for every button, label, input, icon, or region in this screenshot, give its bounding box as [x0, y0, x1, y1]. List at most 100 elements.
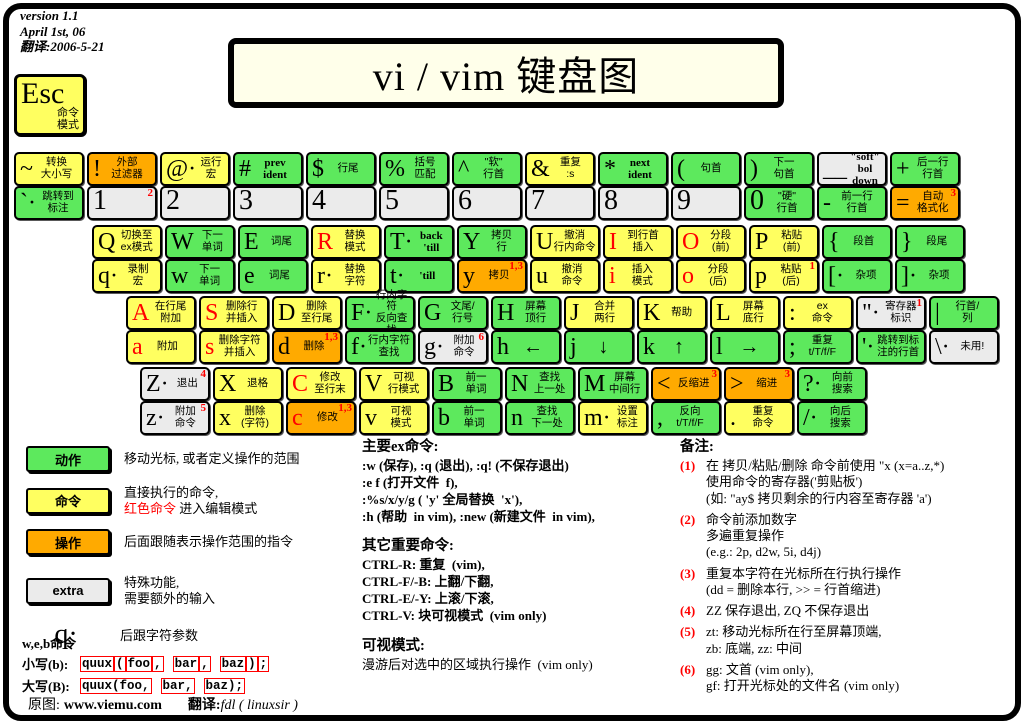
- key-symbol: A: [132, 300, 150, 326]
- key-half: a 附加: [126, 330, 196, 364]
- key-symbol: ~: [20, 156, 33, 182]
- key-note-number: 1: [916, 297, 923, 309]
- key-half: M 屏幕 中间行: [578, 367, 648, 401]
- key-label: 未用!: [960, 340, 985, 353]
- ex-commands-section: 主要ex命令::w (保存), :q (退出), :q! (不保存退出):e f…: [362, 438, 678, 674]
- key-half: R 替换 模式: [311, 225, 381, 259]
- word-segment: (: [114, 655, 126, 672]
- key-symbol: __: [823, 156, 847, 182]
- key-half: E 词尾: [238, 225, 308, 259]
- key-half: > 缩进 3: [724, 367, 794, 401]
- key-label: 段首: [853, 235, 875, 248]
- key-half: h ←: [491, 330, 561, 364]
- legend: 动作 移动光标, 或者定义操作的范围 命令 直接执行的命令, 红色命令 进入编辑模…: [26, 446, 356, 664]
- key-symbol: }: [901, 229, 913, 255]
- word-segment: ): [246, 655, 258, 672]
- footer-site-link: www.viemu.com: [63, 698, 162, 713]
- key-symbol: z·: [146, 405, 165, 431]
- key-symbol: 2: [166, 185, 180, 216]
- key-label: 附加 命令: [453, 334, 475, 358]
- key-symbol: {: [828, 229, 840, 255]
- key-note-number: 3: [784, 368, 791, 380]
- key-note-number: 5: [200, 402, 207, 414]
- key-half: 3: [233, 186, 303, 220]
- ex-command-line: :%s/x/y/g ( 'y' 全局替换 'x'),: [362, 491, 523, 507]
- note-number: (2): [680, 511, 696, 527]
- key-label: ex 命令: [811, 300, 833, 324]
- note-item: (4) ZZ 保存退出, ZQ 不保存退出: [680, 603, 1016, 619]
- key-a: A 在行尾 附加 a 附加: [126, 296, 196, 364]
- key-symbol: Y: [463, 229, 481, 255]
- key-label: 缩进: [756, 377, 778, 390]
- key-half: } 段尾: [895, 225, 965, 259]
- key-symbol: v: [365, 405, 377, 431]
- legend-extra-swatch: extra: [26, 577, 110, 604]
- key-label: 修改: [316, 411, 338, 424]
- key-symbol: O: [682, 229, 700, 255]
- key-label: 粘贴 (前): [781, 229, 803, 253]
- key-half: b 前一 单词: [432, 401, 502, 435]
- key-label: 行内字符 查找: [367, 334, 410, 358]
- key-label: 前一行 行首: [841, 190, 873, 214]
- key-half: D 删除 至行尾: [272, 296, 342, 330]
- key-half: p 粘贴 (后) 1: [749, 259, 819, 293]
- key-label: 退出: [176, 377, 198, 390]
- key-label: 向后 搜索: [829, 405, 851, 429]
- key-label: 下一 单词: [201, 229, 223, 253]
- key-symbol: #: [239, 156, 251, 182]
- key-half: @· 运行 宏: [160, 152, 230, 186]
- key-half: e 词尾: [238, 259, 308, 293]
- key-half: N 查找 上一处: [505, 367, 575, 401]
- note-number: (5): [680, 624, 696, 640]
- key-label: 删除行 并插入: [225, 300, 258, 324]
- key-label: 重复 :s: [559, 156, 581, 180]
- key-half: I 到行首 插入: [603, 225, 673, 259]
- word-command-rows: 小写(b): quux(foo, bar, baz); 大写(B): quux(foo, b…: [22, 654, 270, 695]
- word-segment: bar: [172, 655, 200, 672]
- key-label: ←: [523, 335, 543, 358]
- key-label: 段尾: [926, 235, 948, 248]
- key-half: H 屏幕 顶行: [491, 296, 561, 330]
- key-half: ~ 转换 大小写: [14, 152, 84, 186]
- key-label: 'till: [419, 269, 436, 282]
- key-f: F·行内字符 反向查找f·行内字符 查找: [345, 289, 415, 364]
- notes-list: (1) 在 拷贝/粘贴/删除 命令前使用 "x (x=a..z,*) 使用命令的寄…: [680, 458, 1016, 694]
- legend-chararg: q· 后跟字符参数: [26, 619, 356, 651]
- key-label: ↑: [674, 335, 684, 358]
- keyboard-row-home: A 在行尾 附加 a 附加 S 删除行 并插入 s 删除字符 并插入 D 删除 至行尾 d 删除 1,3…: [126, 289, 999, 364]
- key-label: 屏幕 中间行: [608, 371, 641, 395]
- key-symbol: r·: [317, 263, 333, 289]
- key-symbol: t·: [390, 263, 405, 289]
- word-command-examples: w,e,b命令 小写(b): quux(foo, bar, baz); 大写(B): qu…: [22, 633, 270, 698]
- key-symbol: Q: [98, 229, 116, 255]
- key-label: 屏幕 顶行: [525, 300, 547, 324]
- key-symbol: q·: [98, 263, 118, 289]
- key-half: J 合并 两行: [564, 296, 634, 330]
- key-label: 转换 大小写: [40, 156, 73, 180]
- ex-section-heading: 其它重要命令:: [362, 538, 454, 555]
- key-symbol: E: [244, 229, 259, 255]
- key-symbol: x: [219, 405, 231, 431]
- key-label: →: [739, 335, 760, 358]
- key-symbol: R: [317, 229, 334, 255]
- key-label: next ident: [628, 156, 652, 181]
- note-text: zt: 移动光标所在行至屏幕顶端, zb: 底端, zz: 中间: [706, 624, 882, 656]
- key-label: ↓: [598, 335, 609, 358]
- key-symbol: e: [244, 263, 255, 289]
- word-segment: bar,: [160, 677, 195, 694]
- ex-command-line: :e f (打开文件 f),: [362, 474, 458, 490]
- key-symbol: !: [93, 156, 101, 182]
- note-item: (1) 在 拷贝/粘贴/删除 命令前使用 "x (x=a..z,*) 使用命令的寄…: [680, 458, 1016, 507]
- version-date: April 1st, 06: [20, 23, 86, 39]
- key-label: 前一 单词: [465, 371, 487, 395]
- key-half: "· 寄存器 标识 1: [856, 296, 926, 330]
- key-half: K 帮助: [637, 296, 707, 330]
- note-number: (6): [680, 661, 696, 677]
- key-half: $ 行尾: [306, 152, 376, 186]
- key-note-number: 2: [147, 187, 154, 199]
- key-label: 下一 句首: [773, 156, 795, 180]
- key-3: # prev ident 3: [233, 152, 303, 220]
- key-half: G 文尾/ 行号: [418, 296, 488, 330]
- key-half: ?· 向前 搜索: [797, 367, 867, 401]
- key-label: 替换 模式: [344, 229, 366, 253]
